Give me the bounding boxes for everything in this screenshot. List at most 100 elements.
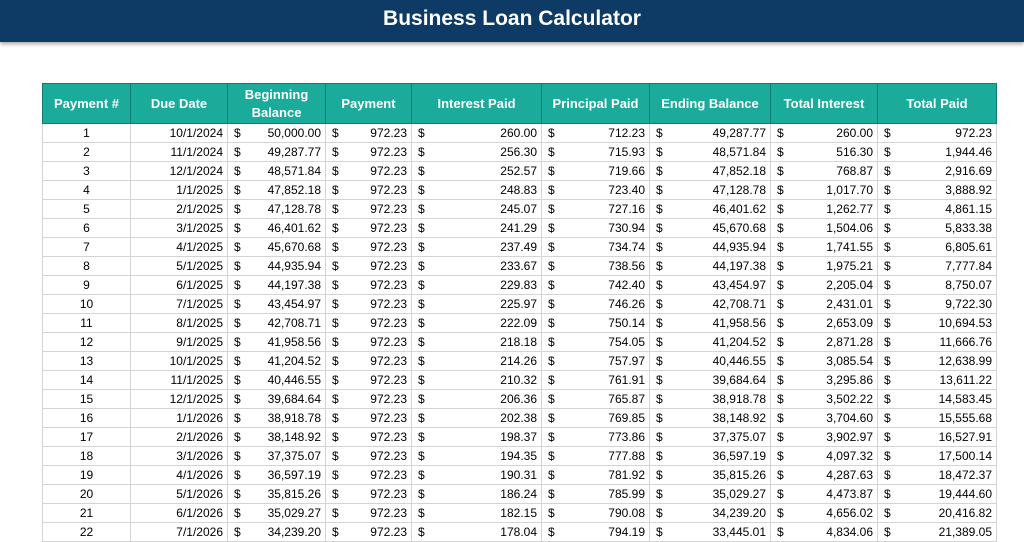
cell-ending-balance[interactable]: $47,852.18 bbox=[649, 161, 771, 181]
cell-payment[interactable]: $972.23 bbox=[325, 313, 412, 333]
cell-payment[interactable]: $972.23 bbox=[325, 123, 412, 143]
cell-total-paid[interactable]: $4,861.15 bbox=[877, 199, 997, 219]
cell-total-interest[interactable]: $2,871.28 bbox=[770, 332, 878, 352]
cell-due-date[interactable]: 7/1/2025 bbox=[130, 294, 228, 314]
cell-principal-paid[interactable]: $723.40 bbox=[541, 180, 650, 200]
cell-ending-balance[interactable]: $39,684.64 bbox=[649, 370, 771, 390]
cell-due-date[interactable]: 4/1/2025 bbox=[130, 237, 228, 257]
cell-payment[interactable]: $972.23 bbox=[325, 465, 412, 485]
cell-payment[interactable]: 11 bbox=[42, 313, 131, 333]
cell-principal-paid[interactable]: $734.74 bbox=[541, 237, 650, 257]
cell-payment[interactable]: 3 bbox=[42, 161, 131, 181]
cell-principal-paid[interactable]: $790.08 bbox=[541, 503, 650, 523]
cell-due-date[interactable]: 9/1/2025 bbox=[130, 332, 228, 352]
column-header-due-date[interactable]: Due Date bbox=[130, 83, 228, 124]
cell-payment[interactable]: 5 bbox=[42, 199, 131, 219]
cell-total-paid[interactable]: $1,944.46 bbox=[877, 142, 997, 162]
cell-interest-paid[interactable]: $233.67 bbox=[411, 256, 542, 276]
column-header-interest-paid[interactable]: Interest Paid bbox=[411, 83, 542, 124]
cell-ending-balance[interactable]: $33,445.01 bbox=[649, 522, 771, 542]
cell-interest-paid[interactable]: $248.83 bbox=[411, 180, 542, 200]
cell-interest-paid[interactable]: $202.38 bbox=[411, 408, 542, 428]
cell-payment[interactable]: 22 bbox=[42, 522, 131, 542]
cell-principal-paid[interactable]: $761.91 bbox=[541, 370, 650, 390]
cell-total-paid[interactable]: $13,611.22 bbox=[877, 370, 997, 390]
cell-total-interest[interactable]: $1,504.06 bbox=[770, 218, 878, 238]
cell-ending-balance[interactable]: $34,239.20 bbox=[649, 503, 771, 523]
cell-total-interest[interactable]: $4,287.63 bbox=[770, 465, 878, 485]
cell-principal-paid[interactable]: $785.99 bbox=[541, 484, 650, 504]
cell-payment[interactable]: 20 bbox=[42, 484, 131, 504]
cell-beginning-balance[interactable]: $47,128.78 bbox=[227, 199, 326, 219]
cell-due-date[interactable]: 6/1/2025 bbox=[130, 275, 228, 295]
cell-ending-balance[interactable]: $41,204.52 bbox=[649, 332, 771, 352]
cell-interest-paid[interactable]: $237.49 bbox=[411, 237, 542, 257]
cell-due-date[interactable]: 11/1/2024 bbox=[130, 142, 228, 162]
cell-principal-paid[interactable]: $773.86 bbox=[541, 427, 650, 447]
cell-total-paid[interactable]: $11,666.76 bbox=[877, 332, 997, 352]
cell-total-interest[interactable]: $4,473.87 bbox=[770, 484, 878, 504]
cell-total-paid[interactable]: $17,500.14 bbox=[877, 446, 997, 466]
cell-due-date[interactable]: 5/1/2025 bbox=[130, 256, 228, 276]
cell-payment[interactable]: 9 bbox=[42, 275, 131, 295]
cell-interest-paid[interactable]: $198.37 bbox=[411, 427, 542, 447]
cell-beginning-balance[interactable]: $38,148.92 bbox=[227, 427, 326, 447]
cell-principal-paid[interactable]: $727.16 bbox=[541, 199, 650, 219]
cell-beginning-balance[interactable]: $34,239.20 bbox=[227, 522, 326, 542]
cell-total-interest[interactable]: $1,975.21 bbox=[770, 256, 878, 276]
cell-due-date[interactable]: 1/1/2026 bbox=[130, 408, 228, 428]
cell-payment[interactable]: $972.23 bbox=[325, 218, 412, 238]
cell-payment[interactable]: $972.23 bbox=[325, 408, 412, 428]
cell-beginning-balance[interactable]: $46,401.62 bbox=[227, 218, 326, 238]
cell-interest-paid[interactable]: $222.09 bbox=[411, 313, 542, 333]
cell-ending-balance[interactable]: $37,375.07 bbox=[649, 427, 771, 447]
cell-beginning-balance[interactable]: $45,670.68 bbox=[227, 237, 326, 257]
column-header-ending-balance[interactable]: Ending Balance bbox=[649, 83, 771, 124]
cell-total-interest[interactable]: $3,085.54 bbox=[770, 351, 878, 371]
cell-total-paid[interactable]: $20,416.82 bbox=[877, 503, 997, 523]
cell-beginning-balance[interactable]: $37,375.07 bbox=[227, 446, 326, 466]
cell-payment[interactable]: $972.23 bbox=[325, 503, 412, 523]
cell-payment[interactable]: 8 bbox=[42, 256, 131, 276]
cell-payment[interactable]: 18 bbox=[42, 446, 131, 466]
cell-interest-paid[interactable]: $206.36 bbox=[411, 389, 542, 409]
cell-ending-balance[interactable]: $48,571.84 bbox=[649, 142, 771, 162]
cell-due-date[interactable]: 12/1/2024 bbox=[130, 161, 228, 181]
column-header-total-interest[interactable]: Total Interest bbox=[770, 83, 878, 124]
cell-principal-paid[interactable]: $777.88 bbox=[541, 446, 650, 466]
cell-due-date[interactable]: 12/1/2025 bbox=[130, 389, 228, 409]
cell-payment[interactable]: 21 bbox=[42, 503, 131, 523]
cell-total-interest[interactable]: $4,097.32 bbox=[770, 446, 878, 466]
cell-payment[interactable]: $972.23 bbox=[325, 275, 412, 295]
cell-beginning-balance[interactable]: $44,935.94 bbox=[227, 256, 326, 276]
cell-due-date[interactable]: 6/1/2026 bbox=[130, 503, 228, 523]
cell-total-interest[interactable]: $3,502.22 bbox=[770, 389, 878, 409]
cell-beginning-balance[interactable]: $41,958.56 bbox=[227, 332, 326, 352]
cell-ending-balance[interactable]: $45,670.68 bbox=[649, 218, 771, 238]
cell-due-date[interactable]: 1/1/2025 bbox=[130, 180, 228, 200]
cell-payment[interactable]: $972.23 bbox=[325, 332, 412, 352]
cell-principal-paid[interactable]: $794.19 bbox=[541, 522, 650, 542]
cell-due-date[interactable]: 5/1/2026 bbox=[130, 484, 228, 504]
cell-payment[interactable]: $972.23 bbox=[325, 199, 412, 219]
cell-ending-balance[interactable]: $44,935.94 bbox=[649, 237, 771, 257]
cell-beginning-balance[interactable]: $49,287.77 bbox=[227, 142, 326, 162]
cell-payment[interactable]: $972.23 bbox=[325, 161, 412, 181]
cell-total-interest[interactable]: $1,017.70 bbox=[770, 180, 878, 200]
cell-total-paid[interactable]: $8,750.07 bbox=[877, 275, 997, 295]
cell-payment[interactable]: 15 bbox=[42, 389, 131, 409]
cell-beginning-balance[interactable]: $50,000.00 bbox=[227, 123, 326, 143]
cell-payment[interactable]: 19 bbox=[42, 465, 131, 485]
cell-due-date[interactable]: 11/1/2025 bbox=[130, 370, 228, 390]
cell-payment[interactable]: $972.23 bbox=[325, 370, 412, 390]
cell-payment[interactable]: $972.23 bbox=[325, 389, 412, 409]
cell-total-interest[interactable]: $3,295.86 bbox=[770, 370, 878, 390]
cell-due-date[interactable]: 2/1/2026 bbox=[130, 427, 228, 447]
cell-payment[interactable]: $972.23 bbox=[325, 427, 412, 447]
cell-interest-paid[interactable]: $178.04 bbox=[411, 522, 542, 542]
cell-principal-paid[interactable]: $715.93 bbox=[541, 142, 650, 162]
cell-beginning-balance[interactable]: $41,204.52 bbox=[227, 351, 326, 371]
cell-total-interest[interactable]: $2,205.04 bbox=[770, 275, 878, 295]
cell-interest-paid[interactable]: $182.15 bbox=[411, 503, 542, 523]
cell-payment[interactable]: $972.23 bbox=[325, 237, 412, 257]
